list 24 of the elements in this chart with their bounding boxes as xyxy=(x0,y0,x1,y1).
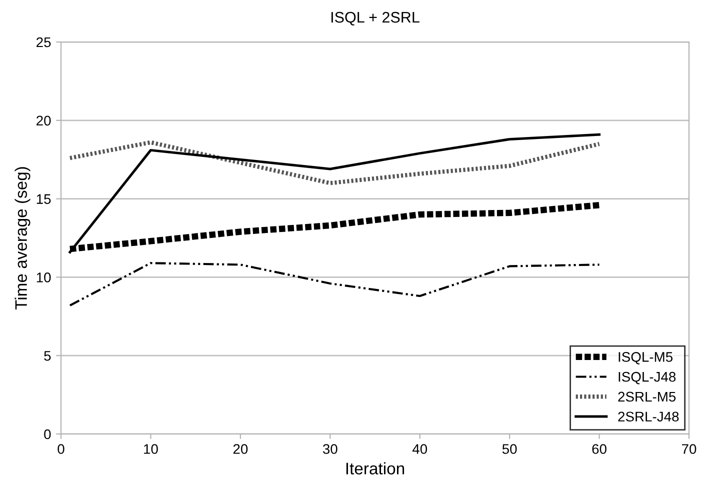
y-tick-label: 25 xyxy=(36,37,51,48)
y-axis-title: Time average (seg) xyxy=(14,167,30,310)
y-tick-label: 20 xyxy=(36,116,51,126)
line-series xyxy=(68,133,601,254)
legend-label: ISQL-J48 xyxy=(618,372,676,384)
x-tick-label: 60 xyxy=(592,444,606,454)
x-tick-label: 30 xyxy=(322,444,338,454)
x-axis-title: Iteration xyxy=(346,462,404,474)
y-tick-label: 10 xyxy=(36,272,51,282)
y-tick-label: 0 xyxy=(44,429,51,440)
legend-label: 2SRL-J48 xyxy=(618,412,679,422)
y-tick-label: 5 xyxy=(44,351,51,361)
x-tick-label: 70 xyxy=(682,444,696,454)
line-series xyxy=(68,140,602,186)
x-tick-label: 10 xyxy=(144,444,158,454)
x-tick-label: 40 xyxy=(412,444,428,454)
chart-title: ISQL + 2SRL xyxy=(331,12,420,26)
x-tick-label: 0 xyxy=(58,444,64,454)
x-tick-label: 50 xyxy=(502,444,517,454)
line-series xyxy=(68,262,600,306)
y-tick-label: 15 xyxy=(36,194,51,204)
legend-label: 2SRL-M5 xyxy=(618,392,676,402)
x-tick-label: 20 xyxy=(233,444,248,454)
legend-label: ISQL-M5 xyxy=(618,352,673,364)
